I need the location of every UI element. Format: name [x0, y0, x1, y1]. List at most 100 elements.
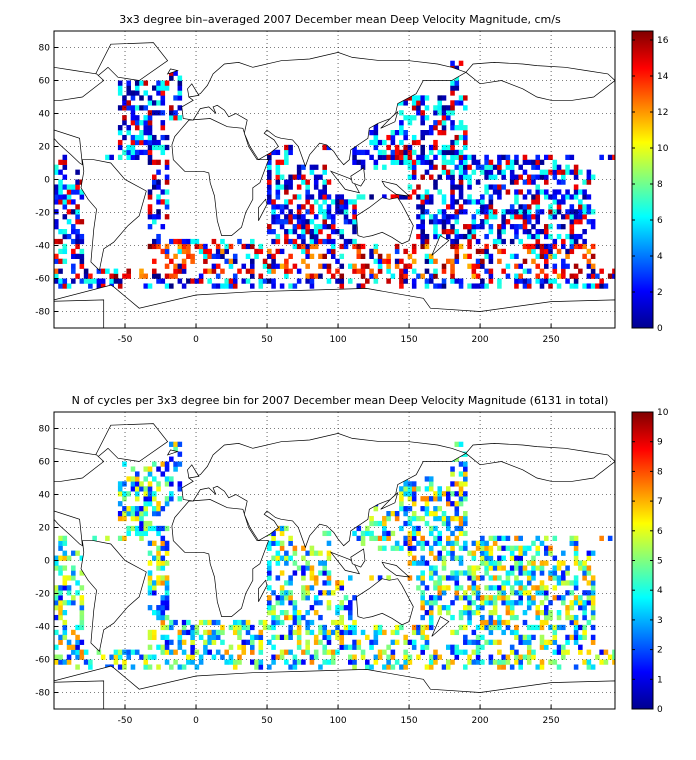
heatmap-cell: [292, 238, 298, 245]
heatmap-cell: [160, 595, 166, 601]
heatmap-cell: [522, 209, 528, 215]
heatmap-cell: [403, 154, 408, 160]
heatmap-cell: [433, 179, 438, 185]
heatmap-cell: [411, 95, 417, 101]
continent-outline: [187, 83, 200, 98]
y-tick-label: 0: [44, 176, 50, 186]
heatmap-cell: [543, 590, 549, 596]
heatmap-cell: [488, 164, 494, 170]
heatmap-cell: [569, 600, 575, 606]
heatmap-cell: [454, 481, 460, 487]
heatmap-cell: [335, 204, 340, 210]
heatmap-cell: [522, 154, 528, 160]
heatmap-cell: [352, 659, 357, 665]
heatmap-cell: [352, 619, 357, 626]
heatmap-cell: [492, 535, 498, 541]
heatmap-cell: [177, 441, 183, 447]
heatmap-cell: [454, 654, 460, 660]
heatmap-cell: [582, 575, 587, 581]
heatmap-cell: [480, 263, 485, 269]
heatmap-cell: [58, 634, 63, 640]
heatmap-cell: [143, 120, 149, 126]
heatmap-cell: [160, 600, 166, 606]
heatmap-cell: [407, 253, 413, 259]
heatmap-cell: [488, 229, 494, 235]
heatmap-cell: [258, 649, 264, 655]
heatmap-cell: [407, 194, 413, 200]
heatmap-cell: [335, 649, 340, 655]
heatmap-cell: [382, 629, 387, 636]
heatmap-cell: [450, 154, 455, 160]
heatmap-cell: [416, 629, 421, 636]
heatmap-cell: [569, 209, 575, 215]
heatmap-cell: [535, 243, 541, 250]
heatmap-cell: [143, 486, 149, 492]
heatmap-cell: [139, 535, 144, 541]
panel-2-continents: [54, 423, 615, 709]
heatmap-cell: [296, 644, 302, 650]
heatmap-cell: [565, 194, 570, 200]
heatmap-cell: [249, 283, 255, 289]
heatmap-cell: [360, 268, 366, 274]
heatmap-cell: [245, 278, 251, 284]
heatmap-cell: [526, 644, 532, 650]
heatmap-cell: [561, 214, 566, 220]
heatmap-cell: [586, 619, 592, 626]
heatmap-cell: [147, 580, 153, 586]
heatmap-cell: [220, 639, 225, 645]
heatmap-cell: [539, 278, 545, 284]
heatmap-cell: [198, 243, 204, 250]
heatmap-cell: [501, 248, 506, 255]
heatmap-cell: [492, 565, 498, 571]
heatmap-cell: [471, 273, 477, 279]
heatmap-cell: [445, 110, 451, 116]
heatmap-cell: [407, 535, 413, 541]
heatmap-cell: [471, 154, 477, 160]
heatmap-cell: [126, 506, 131, 512]
heatmap-cell: [488, 629, 494, 636]
heatmap-cell: [420, 496, 425, 502]
heatmap-cell: [143, 525, 149, 532]
heatmap-cell: [360, 535, 366, 541]
heatmap-cell: [407, 530, 413, 537]
heatmap-cell: [267, 229, 272, 235]
heatmap-cell: [569, 273, 575, 279]
heatmap-cell: [561, 575, 566, 581]
heatmap-cell: [471, 199, 477, 205]
heatmap-cell: [590, 253, 596, 259]
heatmap-cell: [352, 644, 357, 650]
x-tick-label: 150: [400, 335, 417, 345]
heatmap-cell: [228, 243, 234, 250]
heatmap-cell: [288, 253, 293, 259]
heatmap-cell: [173, 441, 178, 447]
heatmap-cell: [169, 273, 174, 279]
heatmap-cell: [203, 268, 208, 274]
heatmap-cell: [198, 659, 204, 665]
heatmap-cell: [552, 263, 558, 269]
heatmap-cell: [215, 629, 221, 636]
heatmap-cell: [607, 154, 613, 160]
heatmap-cell: [390, 530, 396, 537]
heatmap-cell: [313, 179, 319, 185]
heatmap-cell: [420, 634, 425, 640]
heatmap-cell: [296, 209, 302, 215]
heatmap-cell: [428, 174, 434, 180]
heatmap-cell: [497, 590, 502, 596]
heatmap-cell: [407, 659, 413, 665]
heatmap-cell: [160, 575, 166, 581]
heatmap-cell: [292, 619, 298, 626]
heatmap-cell: [454, 214, 460, 220]
heatmap-cell: [420, 149, 425, 156]
heatmap-cell: [561, 258, 566, 264]
heatmap-cell: [458, 134, 464, 141]
heatmap-cell: [143, 511, 149, 517]
heatmap-cell: [488, 654, 494, 660]
heatmap-cell: [126, 90, 131, 96]
heatmap-cell: [160, 248, 166, 255]
heatmap-cell: [505, 164, 511, 170]
heatmap-cell: [509, 238, 515, 245]
heatmap-cell: [279, 585, 285, 591]
heatmap-cell: [288, 580, 293, 586]
heatmap-cell: [497, 194, 502, 200]
heatmap-cell: [335, 624, 340, 631]
